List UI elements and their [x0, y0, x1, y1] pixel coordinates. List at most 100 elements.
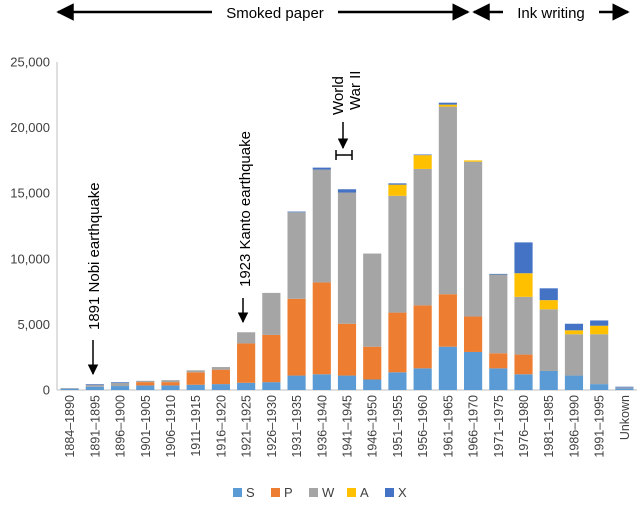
bar-segment-S: [413, 368, 432, 390]
y-tick-label: 10,000: [10, 251, 50, 266]
bar-segment-S: [438, 346, 457, 390]
bar-segment-S: [489, 368, 508, 390]
nobi-annotation: 1891 Nobi earthquake: [86, 182, 103, 330]
bar-segment-P: [388, 312, 407, 373]
x-tick-label: 1896–1900: [114, 395, 128, 458]
bar-segment-X: [312, 167, 331, 170]
bar-segment-X: [287, 211, 306, 213]
legend-swatch-X: [385, 488, 394, 497]
bar-segment-P: [211, 369, 230, 385]
bar-segment-P: [337, 323, 357, 376]
bar-segment-W: [262, 292, 281, 335]
x-tick-label: 1966–1970: [467, 395, 481, 458]
ww2-annotation-line2: War II: [347, 71, 364, 110]
bar-segment-P: [413, 305, 432, 369]
y-tick-label: 5,000: [17, 317, 50, 332]
bar-segment-W: [489, 274, 508, 354]
bar-segment-W: [85, 384, 104, 387]
bar-segment-W: [413, 168, 432, 306]
bar-segment-S: [237, 382, 256, 390]
bar-segment-W: [186, 370, 205, 373]
legend-label-S: S: [246, 485, 255, 500]
bar-segment-W: [590, 334, 609, 385]
bar-segment-W: [615, 387, 634, 389]
bar-segment-P: [514, 354, 533, 375]
bar-segment-P: [464, 316, 483, 352]
bar-segment-P: [237, 343, 256, 383]
bar-segment-P: [161, 382, 180, 386]
bar-segment-P: [287, 298, 306, 376]
bar-segment-S: [388, 372, 407, 390]
bar-segment-W: [110, 382, 130, 387]
x-tick-label: 1936–1940: [315, 395, 329, 458]
y-tick-label: 0: [43, 383, 50, 398]
x-tick-label: 1911–1915: [189, 395, 203, 457]
bar-segment-S: [590, 384, 609, 390]
legend-label-P: P: [284, 485, 293, 500]
bar-segment-A: [438, 104, 457, 107]
bar-segment-A: [564, 330, 584, 335]
bar-segment-A: [590, 325, 609, 335]
x-tick-label: 1916–1920: [214, 395, 228, 458]
x-tick-label: 1921–1925: [240, 395, 254, 458]
legend-label-X: X: [398, 485, 407, 500]
smoked-paper-label-bg: [212, 0, 338, 24]
bar-segment-A: [413, 155, 432, 169]
bar-segment-S: [514, 374, 533, 390]
x-tick-label: 1961–1965: [441, 395, 455, 458]
bar-segment-S: [337, 375, 357, 390]
bar-segment-X: [438, 102, 457, 105]
bar-segment-W: [312, 169, 331, 283]
x-tick-label: 1946–1950: [366, 395, 380, 458]
x-tick-label: 1901–1905: [139, 395, 153, 458]
bar-segment-W: [464, 161, 483, 317]
y-tick-label: 20,000: [10, 120, 50, 135]
legend-swatch-P: [271, 488, 280, 497]
bar-segment-W: [161, 380, 180, 383]
x-tick-label: 1951–1955: [391, 395, 405, 458]
bar-segment-S: [615, 388, 634, 390]
bar-segment-W: [60, 388, 79, 389]
x-tick-label: 1926–1930: [265, 395, 279, 458]
bar-segment-X: [564, 323, 584, 331]
bar-segment-X: [388, 183, 407, 185]
x-tick-label: Unkown: [618, 395, 632, 440]
bar-segment-S: [262, 382, 281, 390]
y-axis-ticks: 0 5,000 10,000 15,000 20,000 25,000: [10, 55, 50, 398]
bar-segment-X: [85, 384, 104, 385]
x-tick-label: 1976–1980: [517, 395, 531, 458]
bar-segment-S: [211, 384, 230, 390]
bar-segment-W: [539, 309, 558, 371]
bar-segment-S: [161, 385, 180, 390]
bar-segment-P: [489, 353, 508, 369]
bar-segment-W: [514, 296, 533, 355]
bar-segment-W: [237, 332, 256, 344]
x-tick-label: 1956–1960: [416, 395, 430, 458]
bar-segment-X: [615, 386, 634, 388]
bars-group: [60, 102, 634, 390]
bar-segment-X: [413, 154, 432, 156]
bar-segment-W: [337, 192, 357, 324]
y-tick-label: 15,000: [10, 186, 50, 201]
bar-segment-A: [388, 184, 407, 196]
x-axis-ticks: 1884–1890 1891–1895 1896–1900 1901–1905 1906…: [63, 395, 632, 458]
legend-swatch-A: [347, 488, 356, 497]
kanto-annotation: 1923 Kanto earthquake: [237, 131, 254, 287]
x-tick-label: 1991–1995: [593, 395, 607, 458]
bar-segment-W: [438, 106, 457, 295]
bar-segment-S: [312, 374, 331, 390]
bar-segment-P: [262, 334, 281, 383]
ww2-annotation-line1: World: [330, 76, 347, 115]
bar-segment-S: [539, 370, 558, 390]
bar-segment-A: [514, 273, 533, 297]
bar-segment-W: [564, 334, 584, 376]
bar-segment-W: [363, 253, 382, 347]
legend-label-A: A: [360, 485, 369, 500]
bar-segment-P: [186, 372, 205, 385]
bar-segment-S: [464, 351, 483, 390]
bar-segment-W: [136, 380, 155, 383]
bar-segment-S: [564, 375, 584, 390]
x-tick-label: 1884–1890: [63, 395, 77, 458]
legend-swatch-W: [309, 488, 318, 497]
